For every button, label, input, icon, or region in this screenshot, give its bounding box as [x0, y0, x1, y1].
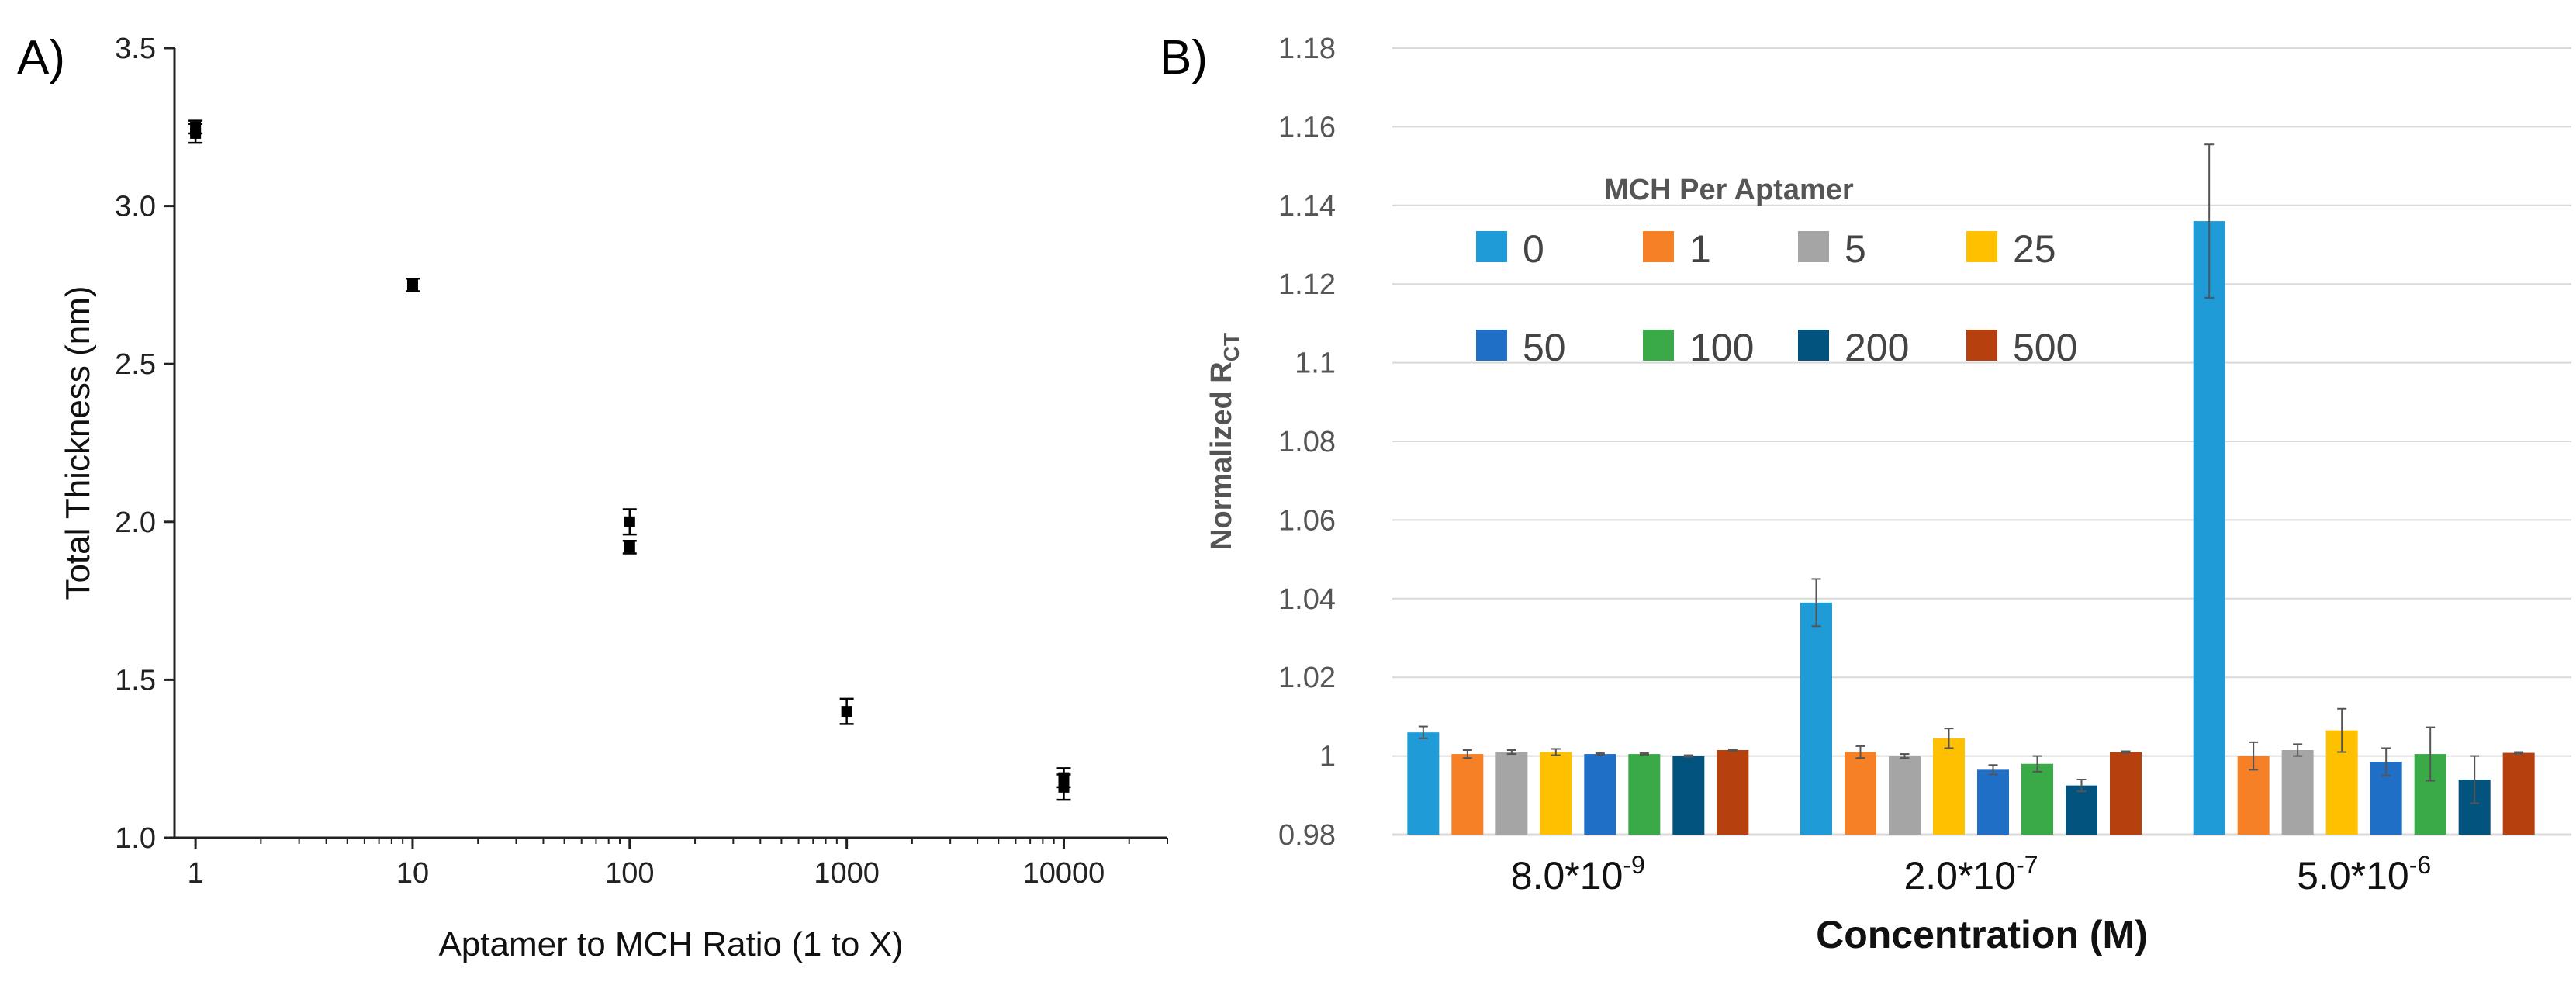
panel-b-y-tick-label: 1.14 [1278, 190, 1336, 223]
panel-a-y-tick-label: 1.0 [115, 822, 156, 855]
data-point [839, 697, 854, 725]
panel-a-x-tick-label: 100 [605, 857, 654, 890]
bar [1451, 754, 1484, 835]
legend-item: 5 [1798, 227, 1866, 271]
bar [1933, 738, 1965, 835]
panel-b-y-axis-title-subscript: CT [1219, 333, 1243, 361]
legend-label: 0 [1523, 227, 1544, 271]
panel-a-x-tick-label: 10000 [1023, 857, 1105, 890]
data-point [622, 539, 637, 555]
category-label-base: 5.0*10 [2297, 854, 2409, 897]
legend-item: 1 [1643, 227, 1711, 271]
legend-label: 50 [1523, 326, 1566, 369]
panel-b-y-tick-label: 1.12 [1278, 268, 1336, 301]
bar [1672, 756, 1705, 835]
panel-b-y-tick-label: 1 [1319, 741, 1336, 773]
bar [1889, 756, 1921, 835]
legend-item: 100 [1643, 326, 1754, 369]
panel-b-legend: MCH Per Aptamer 0 1 5 25 50 100 200 500 [1476, 174, 2077, 369]
panel-b-y-tick-label: 1.08 [1278, 426, 1336, 458]
panel-a-x-tick-label: 1000 [814, 857, 880, 890]
category-label-exponent: -6 [2409, 851, 2431, 879]
legend-item: 200 [1798, 326, 1909, 369]
panel-b-y-tick-label: 1.18 [1278, 33, 1336, 65]
legend-swatch [1476, 231, 1507, 262]
bar [1540, 752, 1572, 835]
data-point [188, 123, 203, 144]
legend-swatch [1798, 231, 1829, 262]
bar [1495, 752, 1528, 835]
panel-b-y-axis-title: Normalized RCT [1205, 333, 1243, 550]
square-marker [1058, 781, 1070, 793]
square-marker [624, 516, 635, 527]
category-label: 5.0*10-6 [2297, 851, 2431, 897]
legend-swatch [1966, 231, 1997, 262]
bar [2193, 221, 2225, 835]
legend-item: 50 [1476, 326, 1566, 369]
panel-b-bar-chart: B) 0.98 1 1.02 1.04 1.06 1.08 1.1 1.12 1.14 1.16 1… [1160, 31, 2571, 956]
square-marker [624, 541, 635, 553]
bar [1800, 602, 1832, 835]
square-marker [406, 279, 418, 291]
panel-a-x-tick-label: 10 [396, 857, 429, 890]
panel-b-y-tick-label: 1.02 [1278, 662, 1336, 694]
panel-b-y-axis-title-main: Normalized R [1205, 361, 1238, 550]
category-label: 8.0*10-9 [1511, 851, 1645, 897]
panel-b-label: B) [1160, 31, 1208, 85]
bar [1407, 732, 1440, 835]
panel-a-y-tick-label: 3.5 [115, 33, 156, 65]
panel-b-y-tick-label: 0.98 [1278, 819, 1336, 852]
bar [2110, 752, 2142, 835]
bar [1584, 754, 1616, 835]
legend-swatch [1798, 330, 1829, 361]
bar [2021, 763, 2053, 835]
square-marker [841, 706, 852, 717]
bar [1845, 752, 1876, 835]
panel-a-label: A) [17, 31, 65, 85]
category-label-base: 8.0*10 [1511, 854, 1623, 897]
category-label-base: 2.0*10 [1903, 854, 2016, 897]
legend-label: 500 [2013, 326, 2077, 369]
legend-title: MCH Per Aptamer [1604, 174, 1854, 206]
legend-swatch [1966, 330, 1997, 361]
legend-swatch [1643, 330, 1674, 361]
legend-label: 25 [2013, 227, 2056, 271]
data-point [1056, 773, 1071, 801]
legend-item: 500 [1966, 326, 2077, 369]
legend-item: 0 [1476, 227, 1544, 271]
legend-label: 5 [1845, 227, 1866, 271]
legend-item: 25 [1966, 227, 2056, 271]
panel-a-y-tick-label: 1.5 [115, 664, 156, 697]
bar [2066, 785, 2097, 835]
panel-b-y-tick-label: 1.1 [1295, 348, 1336, 380]
legend-swatch [1476, 330, 1507, 361]
data-point [405, 278, 420, 292]
panel-a-y-axis-title: Total Thickness (nm) [59, 285, 97, 600]
legend-label: 200 [1845, 326, 1909, 369]
panel-a-x-tick-label: 1 [188, 857, 204, 890]
panel-b-y-tick-label: 1.04 [1278, 583, 1336, 616]
bar [2502, 752, 2535, 835]
bar [1717, 749, 1749, 835]
panel-a-y-tick-label: 2.0 [115, 507, 156, 539]
legend-label: 1 [1689, 227, 1711, 271]
square-marker [190, 127, 202, 139]
legend-label: 100 [1689, 326, 1754, 369]
bar [1977, 769, 2009, 835]
bar [1628, 754, 1661, 835]
panel-a-y-tick-label: 3.0 [115, 191, 156, 223]
panel-b-y-tick-label: 1.06 [1278, 504, 1336, 537]
category-label-exponent: -7 [2016, 851, 2038, 879]
panel-a-y-tick-label: 2.5 [115, 348, 156, 381]
bar [2281, 749, 2314, 835]
panel-b-x-axis-title: Concentration (M) [1816, 913, 2148, 956]
data-point [622, 508, 637, 536]
panel-a-scatter-chart: A) 1.0 1.5 2.0 2.5 3.0 3.5 1 10 100 1000 10000 Apt… [17, 31, 1168, 963]
legend-swatch [1643, 231, 1674, 262]
panel-b-y-tick-label: 1.16 [1278, 111, 1336, 143]
panel-a-x-axis-title: Aptamer to MCH Ratio (1 to X) [438, 925, 903, 963]
category-label: 2.0*10-7 [1903, 851, 2038, 897]
category-label-exponent: -9 [1623, 851, 1644, 879]
